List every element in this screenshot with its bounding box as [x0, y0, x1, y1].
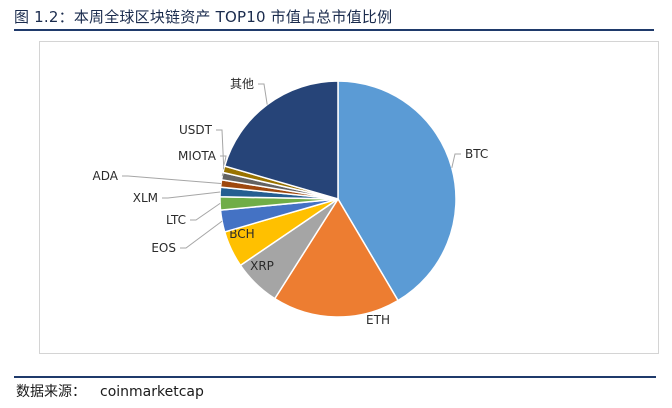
slice-label-LTC: LTC: [166, 213, 186, 227]
slice-label-BTC: BTC: [465, 147, 488, 161]
pie-slice-ETH: [273, 197, 400, 318]
chart-area: BTC ETH XRP BCH EOS LTC XLM ADA MIOTA USDT 其他: [39, 41, 659, 354]
source-line: 数据来源： coinmarketcap: [16, 382, 204, 402]
pie-chart: BTC ETH XRP BCH EOS LTC XLM ADA MIOTA USDT 其他: [93, 77, 489, 327]
source-value: coinmarketcap: [100, 384, 204, 400]
leader-line-其他: [258, 83, 268, 105]
slice-label-XRP: XRP: [250, 259, 274, 273]
leader-line-ADA: [122, 175, 222, 184]
pie-slice-其他: [223, 80, 339, 200]
source-label: 数据来源：: [16, 384, 86, 400]
slice-label-EOS: EOS: [151, 241, 176, 255]
slice-label-USDT: USDT: [179, 123, 213, 137]
leader-line-EOS: [180, 220, 223, 249]
leader-line-XLM: [162, 191, 221, 199]
slice-label-BCH: BCH: [229, 227, 254, 241]
leader-line-LTC: [190, 202, 221, 221]
slice-label-XLM: XLM: [133, 191, 158, 205]
slice-label-MIOTA: MIOTA: [178, 149, 217, 163]
source-divider: [14, 376, 656, 378]
slice-label-其他: 其他: [230, 77, 254, 91]
leader-line-BTC: [451, 153, 461, 169]
figure-title: 图 1.2：本周全球区块链资产 TOP10 市值占总市值比例: [14, 5, 654, 31]
slice-label-ADA: ADA: [93, 169, 119, 183]
slice-label-ETH: ETH: [366, 313, 390, 327]
leader-line-USDT: [216, 129, 225, 170]
